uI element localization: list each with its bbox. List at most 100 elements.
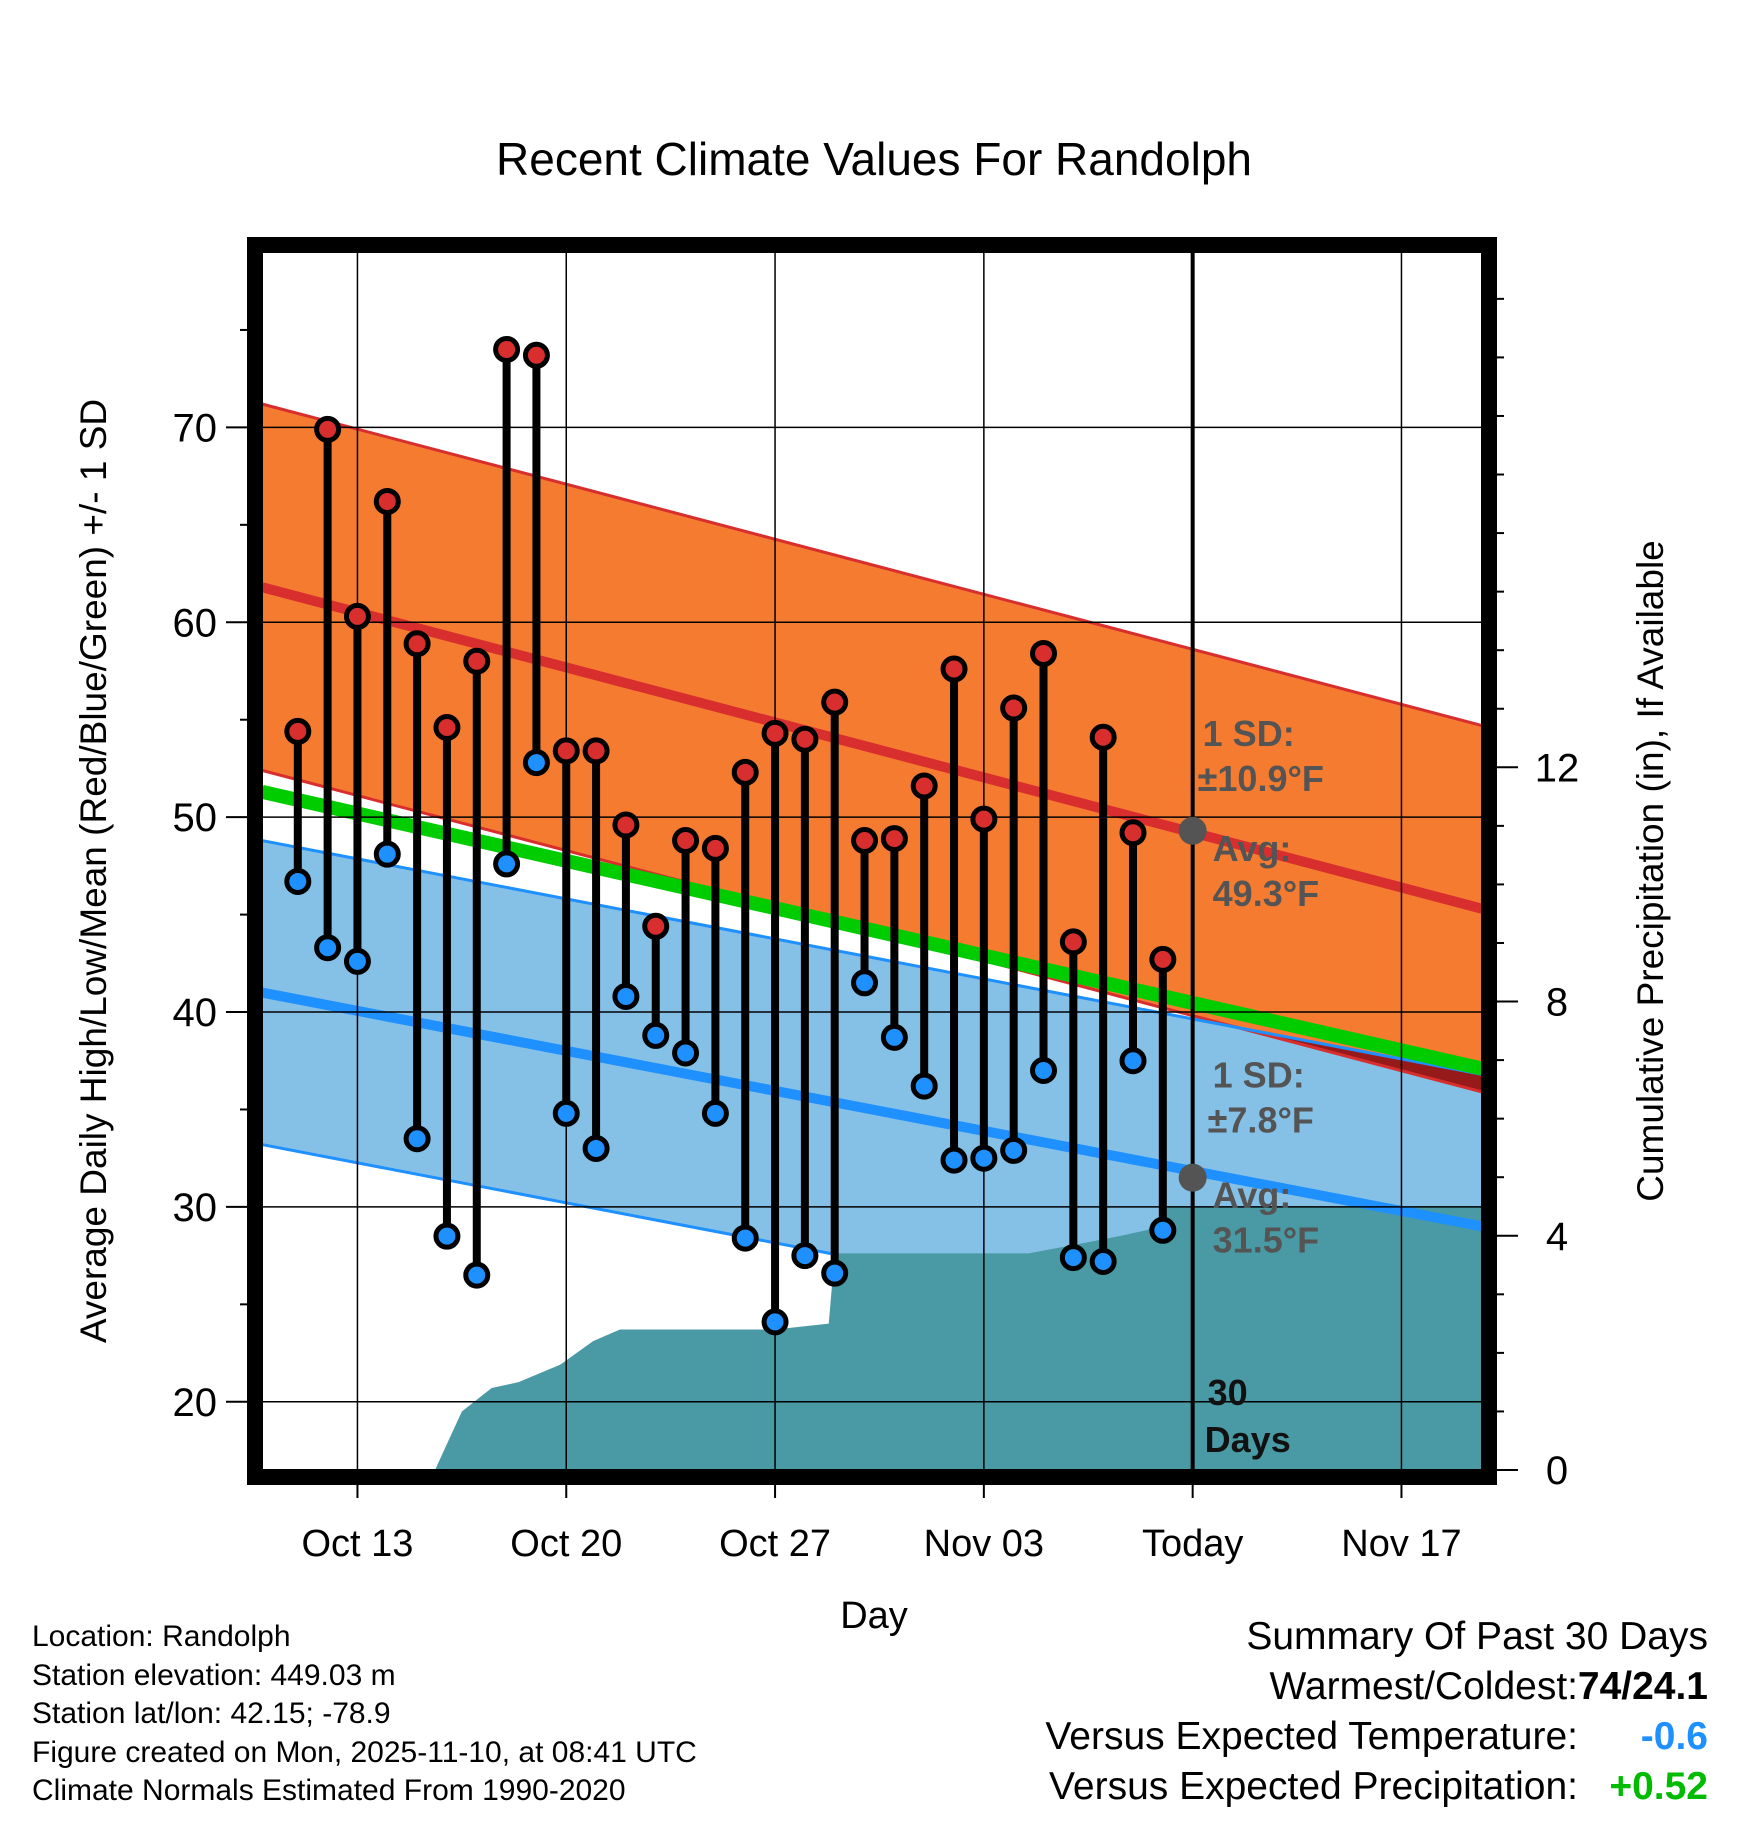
chart-title: Recent Climate Values For Randolph bbox=[496, 133, 1252, 185]
high-normal-line bbox=[260, 582, 1484, 914]
y2-axis-label: Cumulative Precipitation (in), If Availa… bbox=[1630, 540, 1671, 1202]
daily-high-point bbox=[463, 647, 491, 675]
high-avg-value: 49.3°F bbox=[1213, 873, 1319, 914]
daily-low-point bbox=[493, 850, 521, 878]
daily-low-point bbox=[373, 840, 401, 868]
y2-tick-label: 8 bbox=[1546, 981, 1568, 1025]
daily-low-point bbox=[910, 1072, 938, 1100]
daily-low-point bbox=[1000, 1136, 1028, 1164]
y-tick-label: 40 bbox=[173, 991, 218, 1035]
daily-high-point bbox=[1149, 945, 1177, 973]
daily-high-point bbox=[731, 758, 759, 786]
daily-low-point bbox=[1149, 1216, 1177, 1244]
period-label-days: Days bbox=[1205, 1419, 1291, 1460]
daily-high-point bbox=[880, 825, 908, 853]
daily-high-point bbox=[433, 714, 461, 742]
daily-low-point bbox=[642, 1021, 670, 1049]
daily-high-point bbox=[1000, 694, 1028, 722]
daily-low-point bbox=[522, 749, 550, 777]
station-info: Location: Randolph Station elevation: 44… bbox=[32, 1618, 697, 1811]
daily-high-point bbox=[373, 487, 401, 515]
daily-high-point bbox=[851, 827, 879, 855]
daily-low-point bbox=[761, 1308, 789, 1336]
y2-tick-label: 4 bbox=[1546, 1215, 1568, 1259]
normals-text: Climate Normals Estimated From 1990-2020 bbox=[32, 1774, 626, 1807]
daily-high-point bbox=[314, 415, 342, 443]
daily-high-point bbox=[582, 737, 610, 765]
daily-high-point bbox=[642, 912, 670, 940]
daily-low-point bbox=[314, 934, 342, 962]
daily-high-point bbox=[970, 805, 998, 833]
daily-low-point bbox=[880, 1023, 908, 1051]
y-axis-label: Average Daily High/Low/Mean (Red/Blue/Gr… bbox=[73, 399, 114, 1343]
daily-low-point bbox=[612, 982, 640, 1010]
high-sd-upper-line bbox=[261, 402, 1483, 728]
daily-high-point bbox=[1059, 928, 1087, 956]
daily-low-point bbox=[701, 1099, 729, 1127]
period-label-number: 30 bbox=[1208, 1372, 1248, 1413]
daily-low-point bbox=[343, 947, 371, 975]
daily-low-point bbox=[552, 1099, 580, 1127]
temp-departure-label: Versus Expected Temperature: bbox=[1045, 1715, 1578, 1758]
x-axis-label: Day bbox=[840, 1595, 908, 1637]
precip-departure-value: +0.52 bbox=[1609, 1765, 1708, 1808]
daily-low-point bbox=[284, 867, 312, 895]
x-tick-label: Nov 03 bbox=[924, 1523, 1044, 1565]
daily-low-point bbox=[1030, 1056, 1058, 1084]
high-sd-value: ±10.9°F bbox=[1198, 758, 1324, 799]
location-text: Location: Randolph bbox=[32, 1620, 291, 1653]
precip-departure-label: Versus Expected Precipitation: bbox=[1049, 1765, 1578, 1808]
daily-low-point bbox=[463, 1261, 491, 1289]
x-tick-label: Oct 20 bbox=[510, 1523, 622, 1565]
y-tick-label: 60 bbox=[173, 601, 218, 645]
daily-high-point bbox=[701, 834, 729, 862]
daily-low-point bbox=[731, 1224, 759, 1252]
x-tick-label: Oct 13 bbox=[301, 1523, 413, 1565]
x-tick-label: Oct 27 bbox=[719, 1523, 831, 1565]
low-avg-marker bbox=[1178, 1163, 1207, 1192]
y2-tick-label: 0 bbox=[1546, 1449, 1568, 1493]
mean-normal-line bbox=[260, 784, 1484, 1076]
daily-low-point bbox=[672, 1039, 700, 1067]
low-sd-label: 1 SD: bbox=[1213, 1055, 1305, 1096]
daily-high-point bbox=[1089, 723, 1117, 751]
daily-low-point bbox=[433, 1222, 461, 1250]
created-text: Figure created on Mon, 2025-11-10, at 08… bbox=[32, 1735, 697, 1769]
daily-low-point bbox=[403, 1125, 431, 1153]
daily-low-point bbox=[582, 1134, 610, 1162]
x-tick-label: Nov 17 bbox=[1341, 1523, 1461, 1565]
x-tick-label: Today bbox=[1142, 1523, 1243, 1565]
daily-high-point bbox=[761, 719, 789, 747]
y-tick-label: 50 bbox=[173, 796, 218, 840]
daily-high-point bbox=[522, 341, 550, 369]
daily-low-point bbox=[1119, 1047, 1147, 1075]
latlon-text: Station lat/lon: 42.15; -78.9 bbox=[32, 1697, 391, 1730]
y-tick-label: 70 bbox=[173, 406, 218, 450]
daily-high-point bbox=[940, 655, 968, 683]
daily-low-point bbox=[821, 1259, 849, 1287]
y2-tick-label: 12 bbox=[1535, 746, 1580, 790]
daily-low-point bbox=[1059, 1244, 1087, 1272]
warm-cold-label: Warmest/Coldest: bbox=[1269, 1665, 1578, 1708]
daily-high-point bbox=[612, 811, 640, 839]
low-sd-upper-line bbox=[261, 839, 1483, 1076]
summary-panel: Summary Of Past 30 Days Warmest/Coldest:… bbox=[808, 1615, 1708, 1815]
daily-low-point bbox=[791, 1242, 819, 1270]
daily-low-point bbox=[970, 1144, 998, 1172]
daily-high-point bbox=[791, 725, 819, 753]
low-avg-label: Avg: bbox=[1213, 1175, 1292, 1216]
daily-low-point bbox=[1089, 1247, 1117, 1275]
plot-frame bbox=[247, 237, 1497, 1485]
precip-area bbox=[435, 1206, 1482, 1470]
daily-high-point bbox=[493, 335, 521, 363]
daily-high-point bbox=[1030, 639, 1058, 667]
low-avg-value: 31.5°F bbox=[1213, 1220, 1319, 1261]
low-sd-value: ±7.8°F bbox=[1208, 1100, 1314, 1141]
high-sd-label: 1 SD: bbox=[1203, 713, 1295, 754]
daily-high-point bbox=[403, 630, 431, 658]
daily-high-point bbox=[284, 717, 312, 745]
daily-low-point bbox=[940, 1146, 968, 1174]
daily-high-point bbox=[552, 737, 580, 765]
elevation-text: Station elevation: 449.03 m bbox=[32, 1658, 396, 1692]
